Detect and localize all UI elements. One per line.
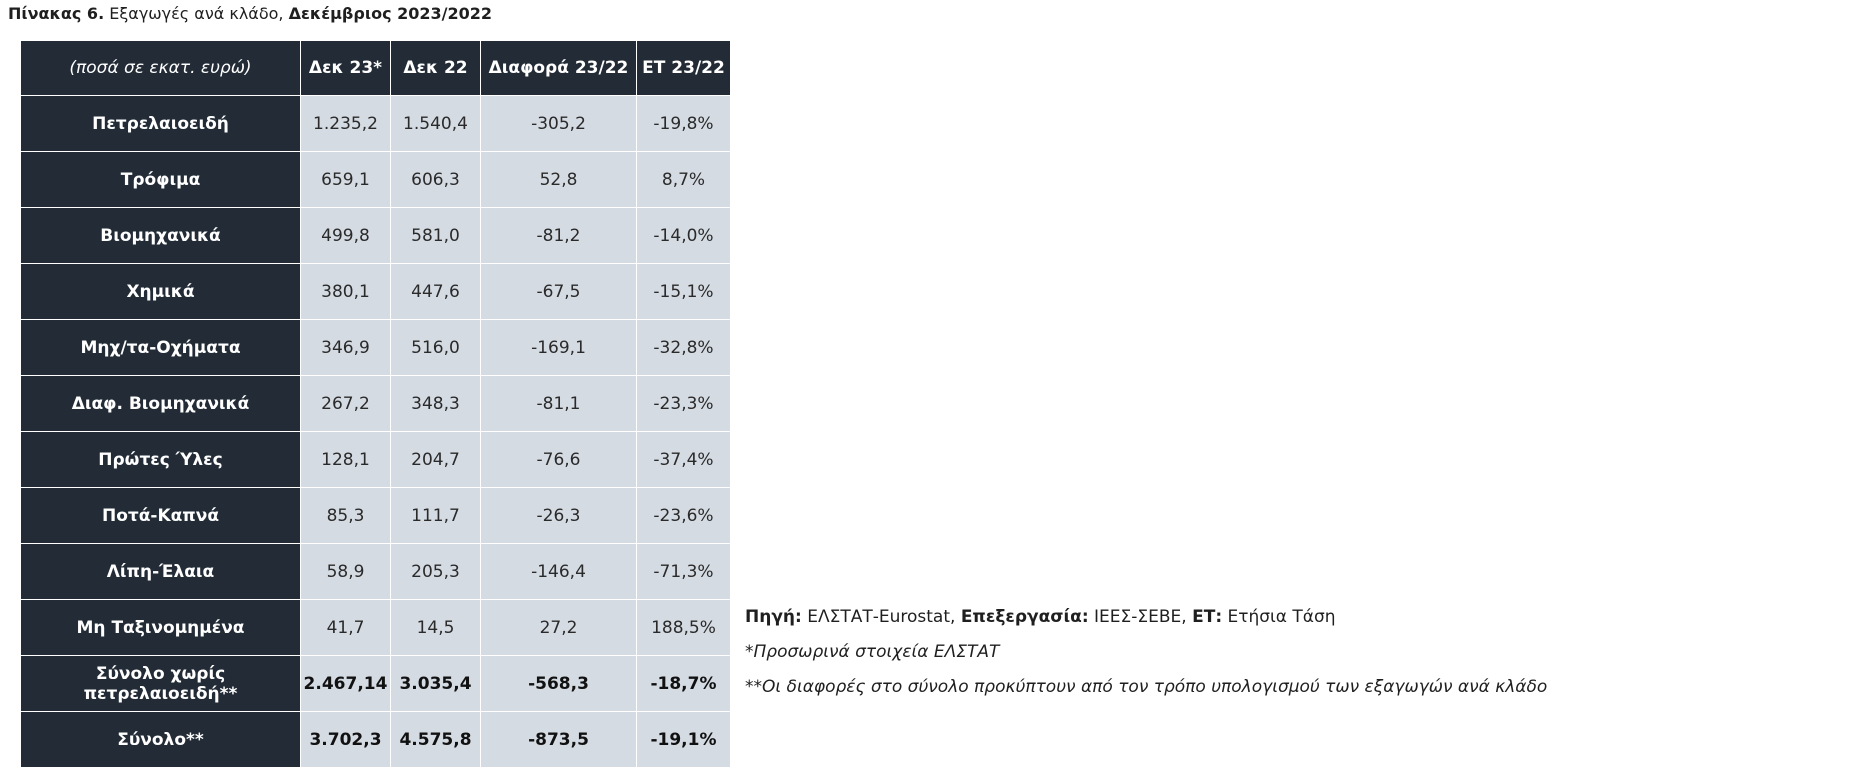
header-dec23: Δεκ 23*	[300, 40, 391, 96]
cell-dec23: 659,1	[300, 151, 391, 208]
cell-dec23: 3.702,3	[300, 711, 391, 768]
cell-difference: -26,3	[480, 487, 637, 544]
cell-dec22: 447,6	[390, 263, 481, 320]
cell-difference: 52,8	[480, 151, 637, 208]
header-annual-trend: ΕΤ 23/22	[636, 40, 731, 96]
cell-difference: -146,4	[480, 543, 637, 600]
cell-dec22: 111,7	[390, 487, 481, 544]
source-label: Πηγή:	[745, 607, 802, 627]
header-dec22: Δεκ 22	[390, 40, 481, 96]
cell-difference: -67,5	[480, 263, 637, 320]
cell-annual-trend: -19,1%	[636, 711, 731, 768]
cell-difference: -76,6	[480, 431, 637, 488]
et-value: Ετήσια Τάση	[1227, 607, 1336, 627]
row-label: Μηχ/τα-Οχήματα	[20, 319, 301, 376]
row-label: Χημικά	[20, 263, 301, 320]
cell-difference: -568,3	[480, 655, 637, 712]
cell-difference: -169,1	[480, 319, 637, 376]
row-label: Βιομηχανικά	[20, 207, 301, 264]
processing-label: Επεξεργασία:	[960, 607, 1089, 627]
table-row: Μηχ/τα-Οχήματα 346,9 516,0 -169,1 -32,8%	[20, 319, 731, 376]
cell-dec23: 85,3	[300, 487, 391, 544]
row-label: Ποτά-Καπνά	[20, 487, 301, 544]
cell-difference: -81,2	[480, 207, 637, 264]
cell-annual-trend: 8,7%	[636, 151, 731, 208]
table-row: Διαφ. Βιομηχανικά 267,2 348,3 -81,1 -23,…	[20, 375, 731, 432]
cell-dec22: 14,5	[390, 599, 481, 656]
table-notes: Πηγή: ΕΛΣΤΑΤ-Eurostat, Επεξεργασία: ΙΕΕΣ…	[745, 600, 1547, 705]
cell-annual-trend: -15,1%	[636, 263, 731, 320]
cell-difference: -81,1	[480, 375, 637, 432]
cell-dec23: 58,9	[300, 543, 391, 600]
cell-dec23: 2.467,14	[300, 655, 391, 712]
cell-dec22: 348,3	[390, 375, 481, 432]
table-row: Λίπη-Έλαια 58,9 205,3 -146,4 -71,3%	[20, 543, 731, 600]
cell-dec22: 516,0	[390, 319, 481, 376]
cell-dec22: 3.035,4	[390, 655, 481, 712]
caption-text: Εξαγωγές ανά κλάδο,	[109, 4, 284, 23]
cell-dec23: 499,8	[300, 207, 391, 264]
differences-note: **Οι διαφορές στο σύνολο προκύπτουν από …	[745, 677, 1548, 697]
row-label: Πετρελαιοειδή	[20, 95, 301, 152]
table-row: Χημικά 380,1 447,6 -67,5 -15,1%	[20, 263, 731, 320]
header-unit: (ποσά σε εκατ. ευρώ)	[20, 40, 301, 96]
caption-label: Πίνακας 6.	[8, 4, 105, 23]
table-caption: Πίνακας 6. Εξαγωγές ανά κλάδο, Δεκέμβριο…	[8, 4, 492, 24]
et-label: ΕΤ:	[1192, 607, 1223, 627]
row-label: Μη Ταξινομημένα	[20, 599, 301, 656]
cell-annual-trend: -14,0%	[636, 207, 731, 264]
cell-difference: -305,2	[480, 95, 637, 152]
table-row: Πετρελαιοειδή 1.235,2 1.540,4 -305,2 -19…	[20, 95, 731, 152]
total-row: Σύνολο** 3.702,3 4.575,8 -873,5 -19,1%	[20, 711, 731, 768]
cell-dec22: 204,7	[390, 431, 481, 488]
row-label: Σύνολο**	[20, 711, 301, 768]
cell-annual-trend: -32,8%	[636, 319, 731, 376]
table-row: Πρώτες Ύλες 128,1 204,7 -76,6 -37,4%	[20, 431, 731, 488]
table-row: Βιομηχανικά 499,8 581,0 -81,2 -14,0%	[20, 207, 731, 264]
processing-value: ΙΕΕΣ-ΣΕΒΕ,	[1094, 607, 1187, 627]
cell-annual-trend: -23,3%	[636, 375, 731, 432]
cell-dec23: 1.235,2	[300, 95, 391, 152]
cell-annual-trend: -71,3%	[636, 543, 731, 600]
cell-dec23: 41,7	[300, 599, 391, 656]
source-value: ΕΛΣΤΑΤ-Eurostat,	[807, 607, 956, 627]
cell-dec23: 346,9	[300, 319, 391, 376]
row-label: Διαφ. Βιομηχανικά	[20, 375, 301, 432]
cell-dec23: 128,1	[300, 431, 391, 488]
cell-dec23: 380,1	[300, 263, 391, 320]
cell-dec22: 205,3	[390, 543, 481, 600]
cell-dec22: 4.575,8	[390, 711, 481, 768]
total-row-excl-petroleum: Σύνολο χωρίς πετρελαιοειδή** 2.467,14 3.…	[20, 655, 731, 712]
cell-annual-trend: -37,4%	[636, 431, 731, 488]
source-note: Πηγή: ΕΛΣΤΑΤ-Eurostat, Επεξεργασία: ΙΕΕΣ…	[745, 600, 1547, 635]
table-row: Ποτά-Καπνά 85,3 111,7 -26,3 -23,6%	[20, 487, 731, 544]
header-difference: Διαφορά 23/22	[480, 40, 637, 96]
table-row: Μη Ταξινομημένα 41,7 14,5 27,2 188,5%	[20, 599, 731, 656]
cell-difference: -873,5	[480, 711, 637, 768]
cell-annual-trend: 188,5%	[636, 599, 731, 656]
cell-dec22: 1.540,4	[390, 95, 481, 152]
row-label: Σύνολο χωρίς πετρελαιοειδή**	[20, 655, 301, 712]
caption-period: Δεκέμβριος 2023/2022	[288, 4, 493, 23]
cell-annual-trend: -23,6%	[636, 487, 731, 544]
cell-dec23: 267,2	[300, 375, 391, 432]
row-label: Πρώτες Ύλες	[20, 431, 301, 488]
table-row: Τρόφιμα 659,1 606,3 52,8 8,7%	[20, 151, 731, 208]
row-label: Λίπη-Έλαια	[20, 543, 301, 600]
cell-dec22: 606,3	[390, 151, 481, 208]
exports-by-sector-table: (ποσά σε εκατ. ευρώ) Δεκ 23* Δεκ 22 Διαφ…	[20, 40, 731, 768]
header-row: (ποσά σε εκατ. ευρώ) Δεκ 23* Δεκ 22 Διαφ…	[20, 40, 731, 96]
row-label: Τρόφιμα	[20, 151, 301, 208]
cell-annual-trend: -19,8%	[636, 95, 731, 152]
cell-annual-trend: -18,7%	[636, 655, 731, 712]
cell-difference: 27,2	[480, 599, 637, 656]
cell-dec22: 581,0	[390, 207, 481, 264]
provisional-note: *Προσωρινά στοιχεία ΕΛΣΤΑΤ	[745, 642, 1000, 662]
